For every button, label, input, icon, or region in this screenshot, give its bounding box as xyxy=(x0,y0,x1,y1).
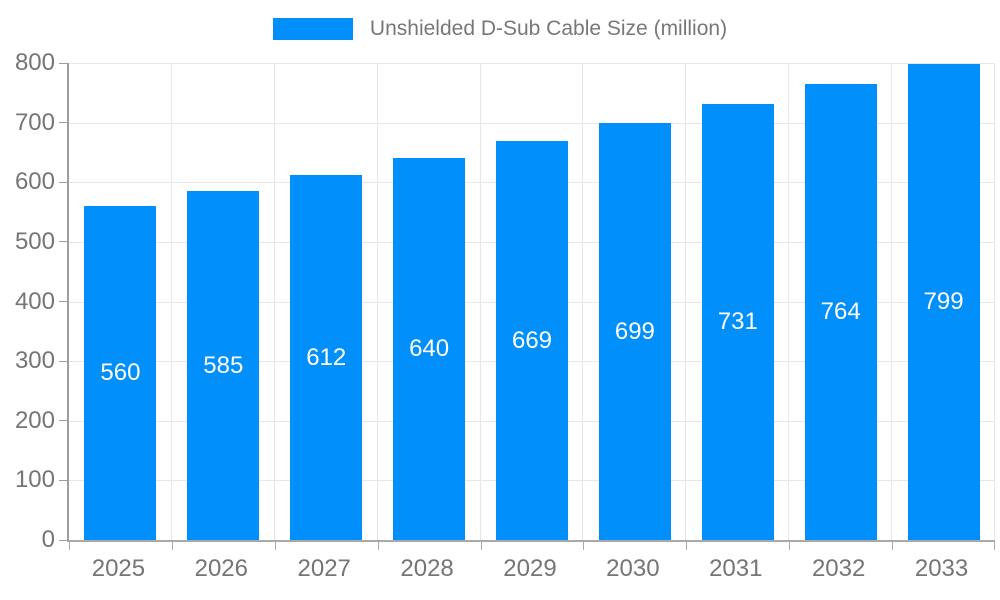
y-axis-tick xyxy=(59,301,69,302)
x-axis-tick xyxy=(789,540,791,550)
bar-value-label: 799 xyxy=(923,287,964,315)
x-axis-label: 2032 xyxy=(811,555,866,582)
y-axis-tick xyxy=(59,241,69,243)
gridline-vertical xyxy=(685,63,687,540)
y-axis-tick xyxy=(59,62,69,64)
bar[interactable]: 731 xyxy=(701,104,774,540)
bar-value-label: 764 xyxy=(820,298,861,326)
y-axis-label: 700 xyxy=(14,108,55,136)
bar[interactable]: 612 xyxy=(290,175,363,540)
y-axis-label: 400 xyxy=(14,287,55,315)
y-axis-label: 800 xyxy=(14,49,55,76)
y-axis-label: 600 xyxy=(14,168,55,196)
y-axis-tick xyxy=(59,539,69,541)
bar-value-label: 585 xyxy=(203,351,244,379)
gridline-vertical xyxy=(376,63,378,540)
y-axis-tick xyxy=(59,122,69,124)
legend-item[interactable]: Unshielded D-Sub Cable Size (million) xyxy=(0,18,1000,40)
y-axis-labels: 0 100 200 300 400 500 600 700 800 xyxy=(0,51,55,552)
bar-value-label: 612 xyxy=(306,343,347,371)
plot-area: 560 585 612 640 669 699 731 764 799 xyxy=(59,62,995,550)
gridline-vertical xyxy=(582,63,584,540)
y-axis-label: 100 xyxy=(14,466,55,494)
x-axis-label: 2026 xyxy=(194,555,248,582)
bar[interactable]: 764 xyxy=(804,84,877,540)
bar-value-label: 731 xyxy=(717,308,758,336)
bar[interactable]: 699 xyxy=(598,123,671,540)
x-axis-tick xyxy=(171,540,173,550)
y-axis-label: 500 xyxy=(14,227,55,255)
x-axis-label: 2033 xyxy=(914,555,969,582)
y-axis-label: 0 xyxy=(41,526,55,553)
x-axis-tick xyxy=(892,540,894,550)
bar[interactable]: 669 xyxy=(495,141,568,540)
bar[interactable]: 585 xyxy=(187,191,260,540)
gridline-horizontal xyxy=(69,122,995,124)
x-axis-tick xyxy=(274,540,276,550)
x-axis-tick xyxy=(686,540,688,550)
x-axis-label: 2027 xyxy=(297,555,351,582)
x-axis-label: 2029 xyxy=(503,555,557,582)
y-axis-label: 300 xyxy=(14,347,55,375)
gridline-vertical xyxy=(891,63,893,540)
x-axis-label: 2028 xyxy=(400,555,454,582)
gridline-vertical xyxy=(788,63,790,540)
gridline-vertical xyxy=(479,63,481,540)
x-axis-tick xyxy=(480,540,482,550)
bar[interactable]: 799 xyxy=(907,63,980,540)
bar[interactable]: 640 xyxy=(393,158,466,540)
bar-value-label: 560 xyxy=(100,359,141,387)
legend-swatch-icon xyxy=(272,18,353,40)
x-axis-tick xyxy=(69,540,70,550)
x-axis-label: 2030 xyxy=(606,555,660,582)
x-axis-tick xyxy=(994,540,995,550)
y-axis-tick xyxy=(59,479,69,481)
x-axis-tick xyxy=(377,540,379,550)
gridline-vertical xyxy=(273,63,275,540)
x-axis-label: 2025 xyxy=(91,555,146,582)
y-axis-label: 200 xyxy=(14,406,55,434)
x-axis-tick xyxy=(583,540,585,550)
y-axis-tick xyxy=(59,360,69,362)
bar-value-label: 640 xyxy=(409,335,450,363)
legend-label: Unshielded D-Sub Cable Size (million) xyxy=(369,17,728,40)
gridline-vertical xyxy=(170,63,172,540)
gridline-horizontal xyxy=(69,63,995,64)
gridline-vertical xyxy=(994,63,995,540)
y-axis-tick xyxy=(59,181,69,183)
bar[interactable]: 560 xyxy=(84,206,157,540)
x-axis-label: 2031 xyxy=(709,555,763,582)
y-axis-tick xyxy=(59,420,69,422)
bar-value-label: 669 xyxy=(511,326,553,354)
x-axis-labels: 2025 2026 2027 2028 2029 2030 2031 2032 2033 xyxy=(67,555,993,586)
bar-value-label: 699 xyxy=(614,317,655,345)
